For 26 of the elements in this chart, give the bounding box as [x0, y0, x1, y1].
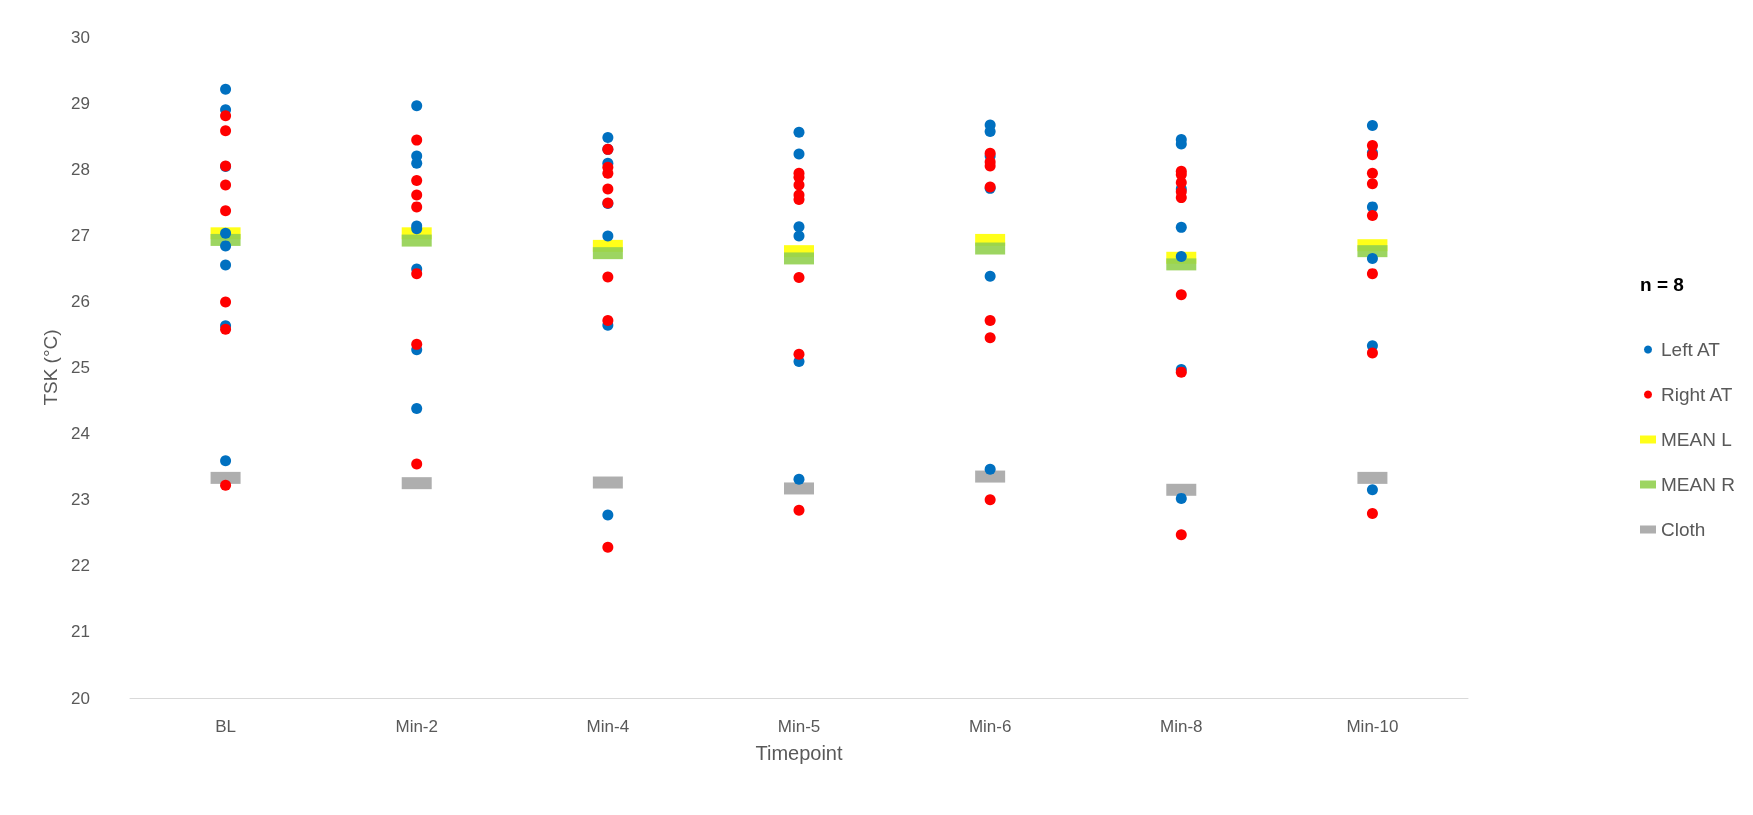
y-tick-label: 27 — [71, 225, 90, 245]
legend-label: Right AT — [1661, 384, 1733, 405]
y-tick-label: 21 — [71, 622, 90, 642]
y-tick-label: 26 — [71, 291, 90, 311]
x-tick-label: Min-10 — [1346, 717, 1399, 736]
legend-label: MEAN R — [1661, 474, 1735, 495]
y-axis-title: TSK (°C) — [40, 329, 62, 406]
y-tick-label: 23 — [71, 490, 90, 510]
y-tick-label: 20 — [71, 688, 90, 708]
y-tick-label: 29 — [71, 93, 90, 113]
x-tick-label: Min-2 — [395, 717, 438, 736]
x-tick-label: Min-6 — [968, 717, 1012, 736]
legend-title: n = 8 — [1640, 274, 1684, 295]
x-tick-label: Min-8 — [1160, 717, 1203, 736]
y-tick-label: 22 — [71, 556, 90, 576]
legend-label: Cloth — [1661, 519, 1706, 540]
y-tick-label: 28 — [71, 159, 90, 179]
x-axis-title: Timepoint — [755, 742, 843, 764]
x-tick-label: BL — [215, 717, 236, 736]
y-tick-label: 30 — [71, 27, 90, 47]
y-tick-label: 24 — [71, 424, 90, 444]
legend-label: Left AT — [1661, 339, 1721, 360]
x-tick-label: Min-4 — [586, 717, 630, 736]
x-tick-label: Min-5 — [777, 717, 821, 736]
legend-label: MEAN L — [1661, 429, 1732, 450]
y-tick-label: 25 — [71, 358, 90, 377]
